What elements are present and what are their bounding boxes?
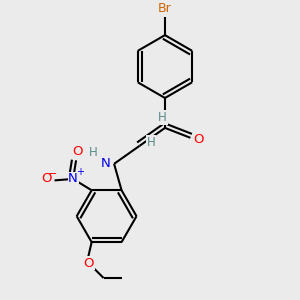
Text: H: H — [146, 136, 155, 149]
Text: O: O — [41, 172, 51, 185]
Text: O: O — [83, 256, 94, 270]
Text: O: O — [194, 133, 204, 146]
Text: H: H — [158, 111, 167, 124]
Text: N: N — [101, 157, 111, 170]
Text: N: N — [68, 172, 78, 185]
Text: O: O — [72, 146, 83, 158]
Text: −: − — [47, 169, 57, 179]
Text: Br: Br — [158, 2, 172, 15]
Text: +: + — [76, 167, 84, 177]
Text: H: H — [89, 146, 98, 159]
